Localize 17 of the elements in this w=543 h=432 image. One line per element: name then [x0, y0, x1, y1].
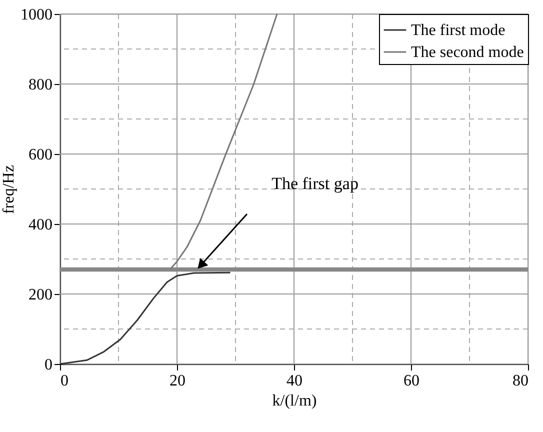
- x-tick-label: 40: [286, 372, 302, 390]
- x-tick-label: 60: [404, 372, 420, 390]
- x-tick-label: 80: [512, 372, 528, 390]
- y-tick-label: 200: [28, 286, 52, 304]
- legend-label: The first mode: [411, 22, 506, 39]
- x-tick-label: 0: [60, 372, 68, 390]
- y-tick-label: 1000: [20, 6, 52, 24]
- x-axis-title: k/(l/m): [272, 392, 317, 410]
- y-tick-label: 800: [28, 76, 52, 94]
- y-axis-title: freq/Hz: [0, 165, 18, 214]
- annotation: The first gap: [272, 174, 358, 193]
- line-series: [59, 272, 231, 365]
- legend-label: The second mode: [411, 44, 524, 61]
- x-tick-label: 20: [170, 372, 186, 390]
- y-tick-label: 0: [44, 356, 52, 374]
- y-tick-label: 400: [28, 216, 52, 234]
- y-tick-label: 600: [28, 146, 52, 164]
